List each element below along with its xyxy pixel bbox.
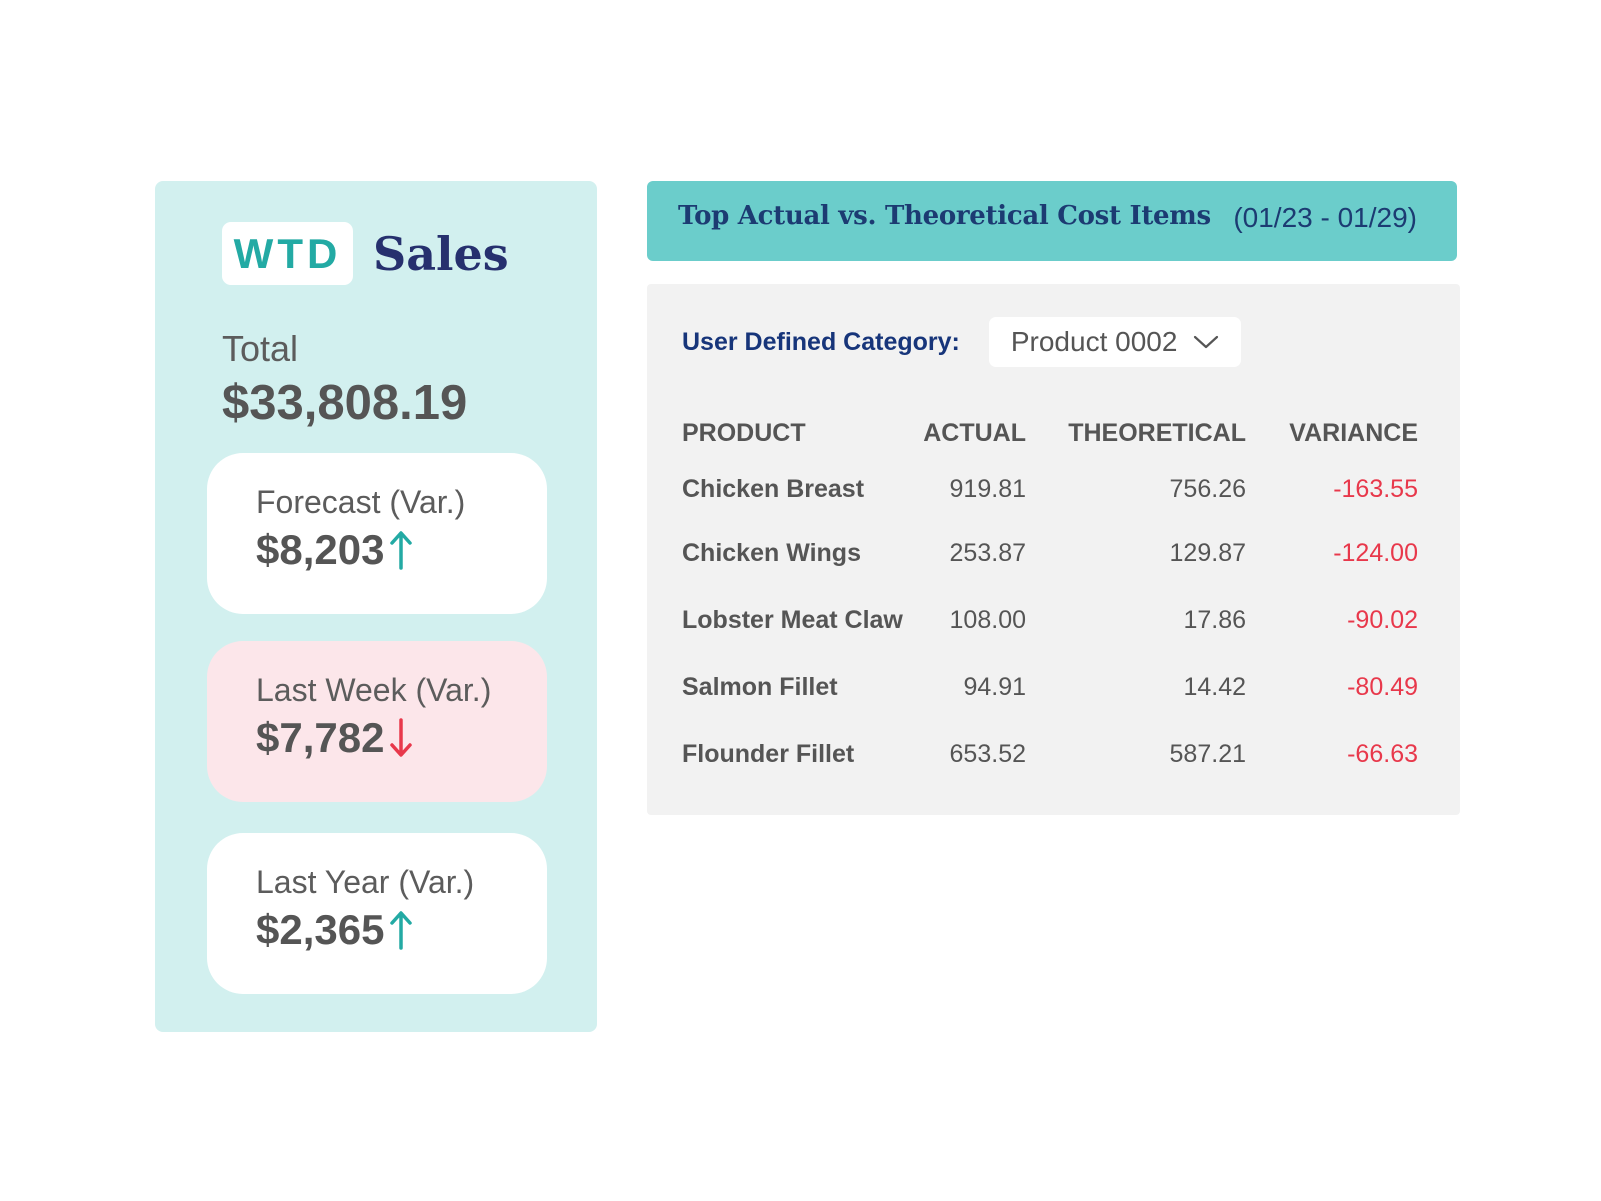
cell-theoretical: 14.42 xyxy=(1183,673,1246,701)
category-label: User Defined Category: xyxy=(682,327,960,356)
card-label: Last Year (Var.) xyxy=(256,864,475,900)
card-label: Last Week (Var.) xyxy=(256,672,492,708)
cell-product: Chicken Wings xyxy=(682,539,861,567)
cell-actual: 253.87 xyxy=(949,539,1026,567)
cell-product: Chicken Breast xyxy=(682,474,865,503)
card-value: $7,782 xyxy=(256,714,414,762)
card-value: $8,203 xyxy=(256,526,414,574)
cell-theoretical: 17.86 xyxy=(1183,606,1246,634)
card-value: $2,365 xyxy=(256,906,414,954)
category-dropdown[interactable]: Product 0002 xyxy=(988,317,1241,367)
sales-header: WTD Sales xyxy=(222,222,509,285)
column-header-theoretical: THEORETICAL xyxy=(1068,418,1246,447)
cell-product: Flounder Fillet xyxy=(682,740,855,768)
cell-actual: 94.91 xyxy=(963,673,1026,701)
cell-product: Lobster Meat Claw xyxy=(682,606,903,634)
category-dropdown-value: Product 0002 xyxy=(1010,326,1178,357)
card-value-text: $8,203 xyxy=(256,526,385,573)
column-header-variance: VARIANCE xyxy=(1289,418,1418,447)
cell-actual: 653.52 xyxy=(949,740,1026,768)
cell-product: Salmon Fillet xyxy=(682,673,838,701)
wtd-badge: WTD xyxy=(222,222,353,285)
table-row: Flounder Fillet 653.52 587.21 -66.63 xyxy=(682,721,1418,788)
category-filter: User Defined Category: Product 0002 xyxy=(682,317,1241,367)
cell-variance: -124.00 xyxy=(1333,539,1418,567)
cell-variance: -163.55 xyxy=(1333,474,1418,503)
table-header-row: PRODUCT ACTUAL THEORETICAL VARIANCE xyxy=(682,414,1418,452)
arrow-up-icon xyxy=(390,531,413,570)
card-value-text: $7,782 xyxy=(256,714,385,761)
last-year-variance-card: Last Year (Var.) $2,365 xyxy=(207,833,547,994)
column-header-product: PRODUCT xyxy=(682,418,806,447)
cost-items-body: User Defined Category: Product 0002 PROD… xyxy=(647,284,1460,815)
cost-items-header: Top Actual vs. Theoretical Cost Items (0… xyxy=(647,181,1457,261)
last-week-variance-card: Last Week (Var.) $7,782 xyxy=(207,641,547,802)
cell-theoretical: 129.87 xyxy=(1169,539,1246,567)
column-header-actual: ACTUAL xyxy=(923,418,1026,447)
cost-items-table: PRODUCT ACTUAL THEORETICAL VARIANCE Chic… xyxy=(682,414,1418,788)
cell-actual: 108.00 xyxy=(949,606,1026,634)
cell-theoretical: 587.21 xyxy=(1169,740,1246,768)
card-value-text: $2,365 xyxy=(256,906,385,953)
sales-title: Sales xyxy=(373,226,509,281)
cost-items-title: Top Actual vs. Theoretical Cost Items xyxy=(678,201,1211,231)
cell-actual: 919.81 xyxy=(949,474,1026,503)
cell-theoretical: 756.26 xyxy=(1169,474,1246,503)
forecast-variance-card: Forecast (Var.) $8,203 xyxy=(207,453,547,614)
cell-variance: -66.63 xyxy=(1347,740,1418,768)
wtd-sales-panel: WTD Sales Total $33,808.19 Forecast (Var… xyxy=(155,181,597,1032)
card-label: Forecast (Var.) xyxy=(256,484,466,520)
chevron-down-icon xyxy=(1194,335,1219,349)
total-value: $33,808.19 xyxy=(222,376,468,430)
date-range: (01/23 - 01/29) xyxy=(1233,202,1417,233)
table-row: Salmon Fillet 94.91 14.42 -80.49 xyxy=(682,654,1418,721)
table-row: Lobster Meat Claw 108.00 17.86 -90.02 xyxy=(682,587,1418,654)
arrow-down-icon xyxy=(390,718,413,757)
table-row: Chicken Wings 253.87 129.87 -124.00 xyxy=(682,520,1418,587)
cell-variance: -90.02 xyxy=(1347,606,1418,634)
total-label: Total xyxy=(222,328,299,369)
cell-variance: -80.49 xyxy=(1347,673,1418,701)
table-row: Chicken Breast 919.81 756.26 -163.55 xyxy=(682,452,1418,520)
arrow-up-icon xyxy=(390,911,413,950)
